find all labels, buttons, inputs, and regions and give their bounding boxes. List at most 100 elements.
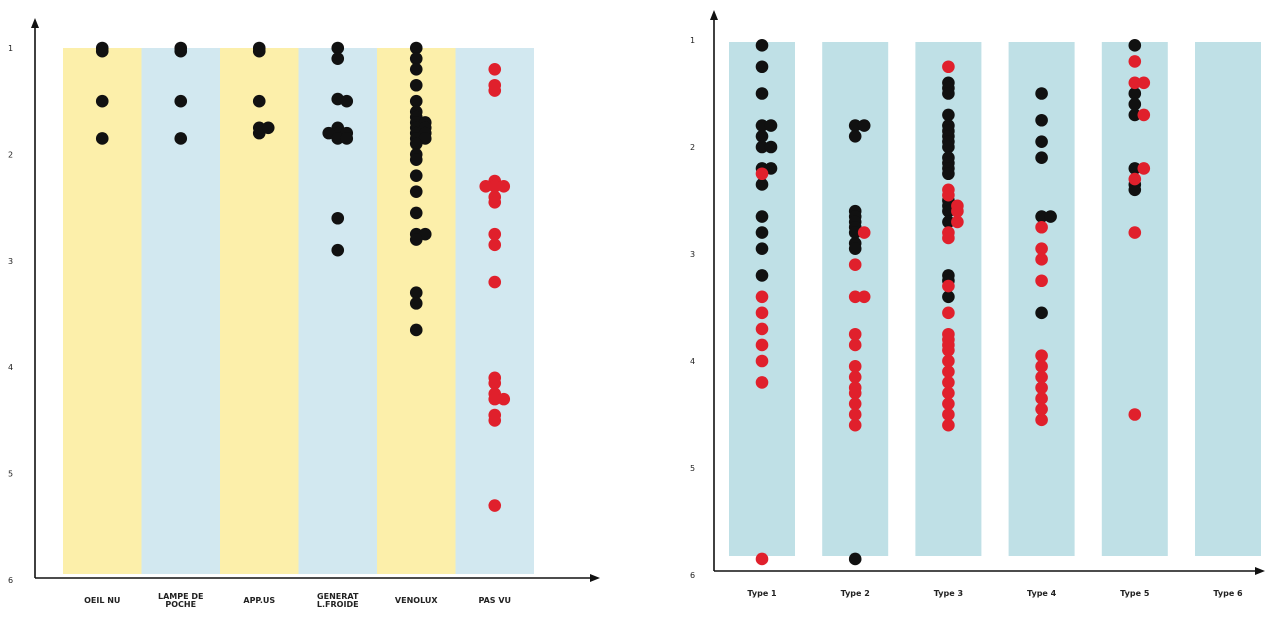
data-point <box>942 188 955 202</box>
data-point <box>174 94 188 108</box>
data-point <box>755 178 769 191</box>
data-point <box>331 211 345 225</box>
data-point <box>488 499 502 512</box>
y-axis-arrow <box>710 10 718 20</box>
y-tick-label: 4 <box>690 357 695 366</box>
data-point <box>848 290 862 304</box>
data-point <box>409 323 423 337</box>
data-point <box>488 227 502 241</box>
data-point <box>942 108 955 122</box>
data-point <box>488 238 502 252</box>
y-tick-label: 6 <box>8 576 13 585</box>
data-point <box>755 354 769 368</box>
y-tick-label: 6 <box>690 571 695 580</box>
data-point <box>1128 172 1142 186</box>
data-point <box>174 41 188 55</box>
data-point <box>252 41 266 55</box>
data-point <box>488 180 502 193</box>
data-point <box>1035 392 1048 405</box>
data-point <box>409 286 423 300</box>
data-point <box>848 370 862 384</box>
data-point <box>942 354 955 368</box>
data-point <box>942 215 955 229</box>
data-point <box>1128 76 1142 90</box>
data-point <box>409 41 423 55</box>
data-point <box>1128 97 1142 111</box>
data-point <box>409 52 423 65</box>
data-point <box>848 258 862 272</box>
data-point <box>409 169 423 182</box>
data-point <box>1137 162 1151 175</box>
data-point <box>174 132 188 145</box>
data-point <box>755 130 769 143</box>
data-point <box>252 94 266 108</box>
y-tick-label: 3 <box>690 250 695 259</box>
data-point <box>1035 402 1048 416</box>
category-label: Type 3 <box>934 589 963 598</box>
category-band <box>1195 42 1261 556</box>
data-point <box>1035 253 1048 266</box>
data-point <box>857 226 871 239</box>
data-point <box>942 290 955 304</box>
data-point <box>755 210 769 223</box>
y-tick-label: 2 <box>8 150 13 159</box>
data-point <box>755 226 769 239</box>
data-point <box>848 242 862 255</box>
data-point <box>942 386 955 400</box>
category-label: APP.US <box>243 596 275 605</box>
data-point <box>1137 76 1151 90</box>
data-point <box>1035 349 1048 362</box>
data-point <box>261 121 275 135</box>
data-point <box>479 180 493 193</box>
data-point <box>409 137 423 151</box>
data-point <box>755 167 769 181</box>
data-point <box>755 140 769 154</box>
category-label: OEIL NU <box>84 596 120 605</box>
category-label: Type 1 <box>747 589 777 598</box>
data-point <box>755 290 769 304</box>
data-point <box>1128 87 1142 100</box>
data-point <box>409 233 423 246</box>
data-point <box>95 132 109 145</box>
category-label: PAS VU <box>478 596 511 605</box>
y-axis-arrow <box>31 18 39 28</box>
data-point <box>1035 151 1048 164</box>
data-point <box>848 119 862 132</box>
data-point <box>942 306 955 320</box>
data-point <box>497 180 511 193</box>
data-point <box>848 327 862 341</box>
data-point <box>1128 55 1142 68</box>
data-point <box>1035 210 1048 223</box>
data-point <box>1128 108 1142 122</box>
data-point <box>942 408 955 421</box>
data-point <box>488 414 502 427</box>
data-point <box>252 121 266 135</box>
data-point <box>488 84 502 97</box>
data-point <box>1035 87 1048 100</box>
data-point <box>488 392 502 406</box>
category-label: LAMPE DE POCHE <box>158 592 203 609</box>
data-point <box>848 386 862 400</box>
data-point <box>755 306 769 320</box>
data-point <box>942 418 955 432</box>
data-point <box>857 290 871 304</box>
data-point <box>848 130 862 143</box>
data-point <box>1137 108 1151 122</box>
data-point <box>1128 226 1142 239</box>
category-label: Type 4 <box>1027 589 1057 598</box>
category-label: Type 6 <box>1213 589 1243 598</box>
data-point <box>340 94 354 108</box>
y-tick-label: 2 <box>690 143 695 152</box>
data-point <box>1035 370 1048 384</box>
data-point <box>409 153 423 167</box>
data-point <box>857 119 871 132</box>
data-point <box>942 365 955 379</box>
data-point <box>848 552 862 566</box>
data-point <box>942 279 955 293</box>
data-point <box>755 60 769 74</box>
category-label: Type 5 <box>1120 589 1150 598</box>
data-point <box>1128 162 1142 175</box>
data-point <box>755 552 769 566</box>
data-point <box>848 418 862 432</box>
